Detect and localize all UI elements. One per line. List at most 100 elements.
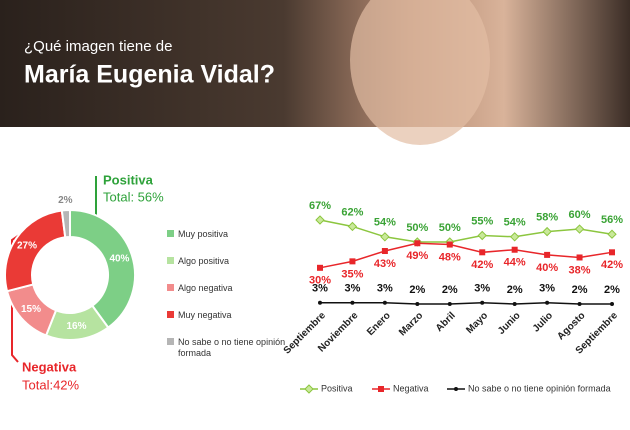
data-label: 3% (539, 283, 555, 295)
marker (349, 258, 356, 265)
marker (415, 302, 420, 306)
marker (446, 241, 453, 248)
data-label: 38% (569, 264, 591, 276)
legend-item: Muy negativa (167, 310, 288, 321)
data-label: 54% (374, 217, 396, 229)
x-tick-label: Mayo (464, 310, 490, 336)
legend-marker (304, 384, 314, 394)
data-label: 62% (341, 206, 363, 218)
data-label: 2% (58, 195, 73, 206)
data-label: 35% (341, 268, 363, 280)
marker (609, 249, 615, 256)
annotation-title: Positiva (103, 172, 154, 187)
marker (610, 302, 614, 306)
marker (544, 251, 551, 258)
marker (380, 232, 390, 242)
legend-swatch (167, 338, 174, 345)
legend-label: Positiva (321, 383, 353, 393)
data-label: 3% (474, 283, 490, 295)
data-label: 58% (536, 212, 558, 224)
marker (607, 229, 617, 239)
marker (317, 264, 323, 271)
legend-item: Algo negativa (167, 283, 288, 294)
marker (447, 302, 452, 306)
legend-text: Algo negativa (178, 283, 233, 293)
legend-text: No sabe o no tiene opinión formada (178, 337, 286, 358)
annotation-text: Total:42% (22, 377, 80, 392)
marker (512, 302, 517, 306)
legend-item: No sabe o no tiene opinión formada (167, 337, 288, 359)
data-label: 44% (504, 257, 526, 269)
x-tick-label: Marzo (397, 310, 425, 338)
data-label: 40% (536, 262, 558, 274)
data-label: 2% (507, 284, 523, 296)
data-label: 3% (312, 283, 328, 295)
marker (480, 300, 485, 305)
legend-text: Muy negativa (178, 310, 232, 320)
data-label: 55% (471, 215, 493, 227)
x-tick-label: Abril (434, 310, 458, 334)
x-tick-label: Agosto (555, 310, 587, 342)
annotation-text: Total: 56% (103, 189, 164, 204)
legend-item: Muy positiva (167, 229, 288, 240)
data-label: 16% (67, 321, 87, 332)
legend-swatch (167, 257, 174, 264)
data-label: 54% (504, 217, 526, 229)
marker (574, 224, 585, 234)
x-tick-label: Julio (531, 310, 555, 334)
donut-segment (69, 208, 136, 329)
data-label: 3% (377, 283, 393, 295)
legend-text: Algo positiva (178, 256, 230, 266)
marker (350, 300, 355, 305)
marker (576, 254, 583, 261)
data-label: 2% (442, 284, 458, 296)
data-label: 49% (406, 250, 428, 262)
marker (509, 232, 520, 242)
header-image (0, 0, 630, 127)
data-label: 40% (109, 254, 129, 265)
marker (381, 248, 388, 255)
series-line (319, 242, 613, 269)
marker (414, 240, 421, 247)
legend-marker (454, 387, 458, 391)
data-label: 15% (21, 304, 41, 315)
data-label: 3% (344, 283, 360, 295)
annotation-title: Negativa (22, 359, 77, 374)
data-label: 50% (406, 222, 428, 234)
legend-marker (378, 386, 384, 392)
legend-text: Muy positiva (178, 229, 229, 239)
marker (477, 230, 487, 241)
header-subtitle: ¿Qué imagen tiene de (24, 38, 172, 55)
legend-label: No sabe o no tiene opinión formada (468, 383, 611, 393)
data-label: 2% (604, 284, 620, 296)
series-line (320, 301, 612, 305)
marker (315, 215, 325, 225)
data-label: 48% (439, 251, 461, 263)
data-label: 50% (439, 222, 461, 234)
data-label: 67% (309, 200, 331, 212)
data-label: 56% (601, 214, 623, 226)
donut-segment (60, 208, 71, 239)
data-label: 2% (409, 284, 425, 296)
data-label: 30% (309, 275, 331, 287)
data-label: 42% (601, 259, 623, 271)
legend-swatch (167, 311, 174, 318)
legend-item: Algo positiva (167, 256, 288, 267)
data-label: 60% (569, 209, 591, 221)
marker (382, 300, 387, 305)
marker (479, 249, 486, 256)
legend-swatch (167, 284, 174, 291)
marker (542, 226, 552, 237)
portrait (350, 0, 490, 145)
data-label: 2% (572, 284, 588, 296)
series-line (319, 219, 613, 243)
marker (318, 300, 322, 305)
x-tick-label: Junio (496, 310, 523, 337)
marker (511, 246, 518, 253)
marker (545, 300, 550, 305)
marker (577, 302, 582, 306)
legend-label: Negativa (393, 383, 429, 393)
x-tick-label: Enero (365, 310, 393, 338)
